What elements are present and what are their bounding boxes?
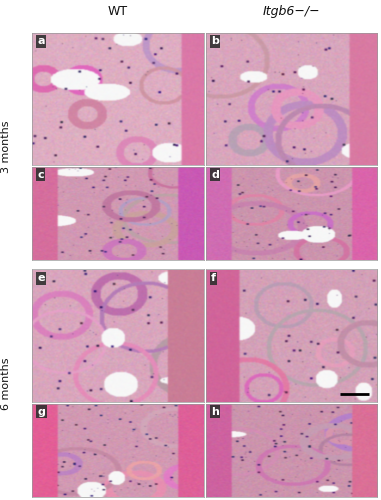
Text: h: h [211, 406, 219, 416]
Text: WT: WT [108, 5, 128, 18]
Text: 3 months: 3 months [1, 120, 11, 172]
Text: b: b [211, 36, 219, 46]
Text: d: d [211, 170, 219, 179]
Text: c: c [37, 170, 44, 179]
Text: g: g [37, 406, 45, 416]
Text: a: a [37, 36, 45, 46]
Text: f: f [211, 274, 216, 283]
Text: 6 months: 6 months [1, 357, 11, 410]
Text: e: e [37, 274, 45, 283]
Text: Itgb6−/−: Itgb6−/− [263, 5, 320, 18]
